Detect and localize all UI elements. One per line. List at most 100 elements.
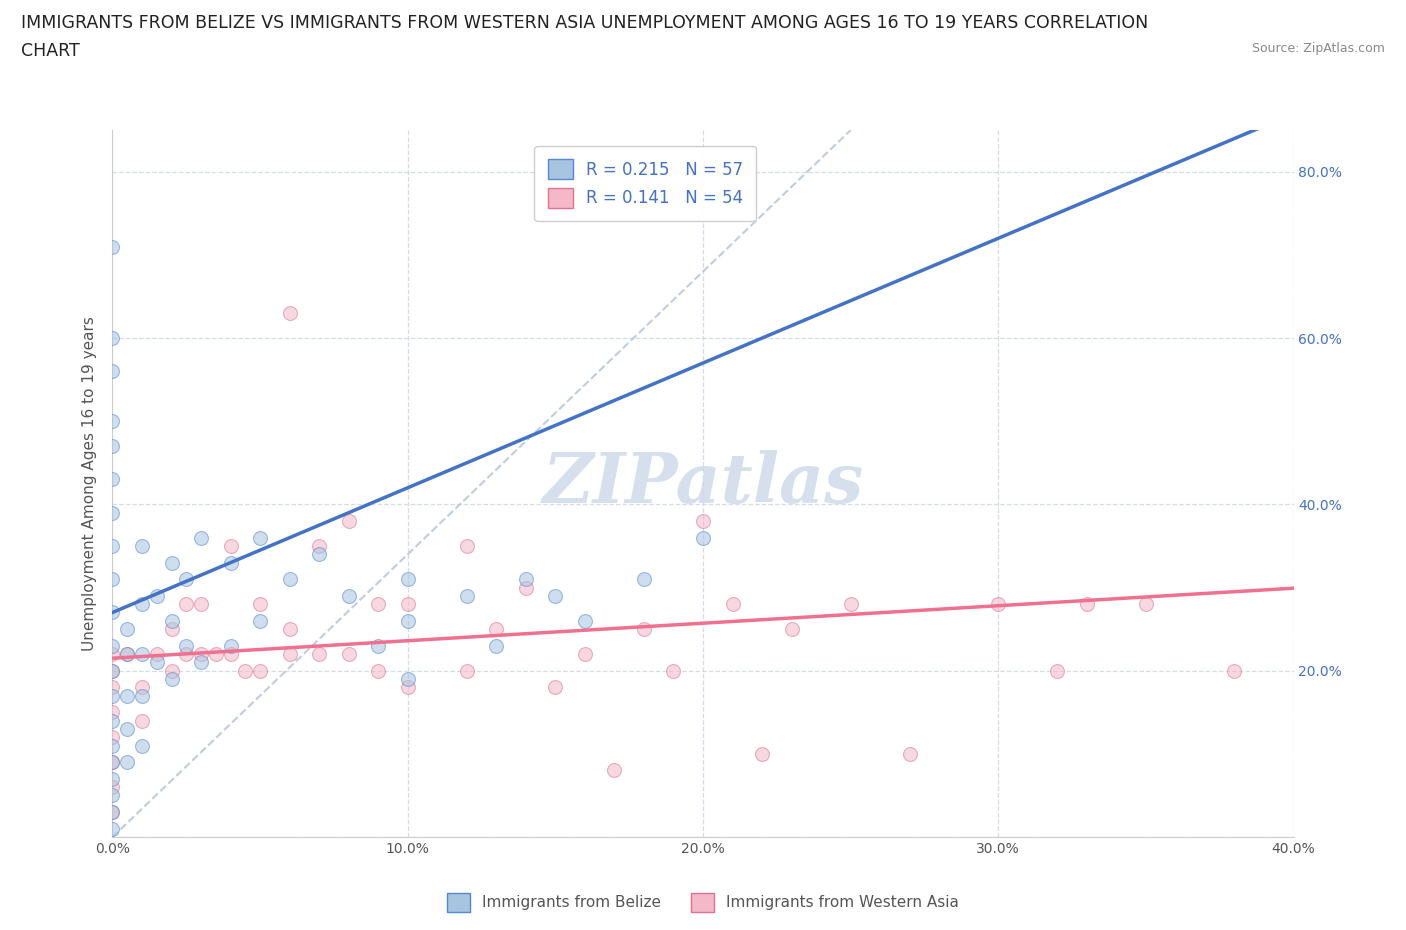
- Point: [337, 589, 360, 604]
- Point: [574, 614, 596, 629]
- Point: [1076, 597, 1098, 612]
- Point: [101, 705, 124, 720]
- Point: [131, 713, 153, 728]
- Point: [101, 680, 124, 695]
- Point: [160, 671, 183, 686]
- Point: [190, 530, 212, 545]
- Point: [780, 621, 803, 636]
- Point: [249, 614, 271, 629]
- Point: [101, 804, 124, 819]
- Point: [692, 513, 714, 528]
- Point: [515, 580, 537, 595]
- Point: [174, 638, 197, 653]
- Point: [117, 646, 138, 661]
- Point: [515, 572, 537, 587]
- Point: [101, 414, 124, 429]
- Point: [278, 621, 301, 636]
- Point: [278, 306, 301, 321]
- Point: [101, 755, 124, 770]
- Point: [117, 646, 138, 661]
- Point: [101, 364, 124, 379]
- Point: [101, 472, 124, 487]
- Point: [456, 589, 478, 604]
- Point: [146, 646, 169, 661]
- Point: [219, 638, 242, 653]
- Point: [101, 713, 124, 728]
- Point: [485, 621, 508, 636]
- Point: [337, 646, 360, 661]
- Point: [101, 331, 124, 346]
- Y-axis label: Unemployment Among Ages 16 to 19 years: Unemployment Among Ages 16 to 19 years: [82, 316, 97, 651]
- Point: [101, 239, 124, 254]
- Point: [544, 589, 567, 604]
- Point: [117, 621, 138, 636]
- Point: [1223, 663, 1246, 678]
- Text: Source: ZipAtlas.com: Source: ZipAtlas.com: [1251, 42, 1385, 55]
- Legend: Immigrants from Belize, Immigrants from Western Asia: Immigrants from Belize, Immigrants from …: [440, 887, 966, 918]
- Point: [101, 688, 124, 703]
- Point: [456, 663, 478, 678]
- Point: [101, 755, 124, 770]
- Point: [101, 538, 124, 553]
- Point: [308, 547, 330, 562]
- Point: [278, 572, 301, 587]
- Point: [633, 621, 655, 636]
- Point: [219, 538, 242, 553]
- Point: [633, 572, 655, 587]
- Point: [174, 646, 197, 661]
- Point: [101, 572, 124, 587]
- Point: [456, 538, 478, 553]
- Point: [485, 638, 508, 653]
- Point: [692, 530, 714, 545]
- Point: [101, 771, 124, 786]
- Point: [131, 680, 153, 695]
- Point: [308, 646, 330, 661]
- Point: [337, 513, 360, 528]
- Point: [898, 747, 921, 762]
- Point: [233, 663, 256, 678]
- Point: [101, 730, 124, 745]
- Point: [839, 597, 862, 612]
- Point: [367, 663, 389, 678]
- Point: [101, 638, 124, 653]
- Point: [190, 655, 212, 670]
- Point: [131, 538, 153, 553]
- Point: [131, 646, 153, 661]
- Point: [249, 530, 271, 545]
- Point: [131, 688, 153, 703]
- Text: ZIPatlas: ZIPatlas: [543, 450, 863, 517]
- Point: [1046, 663, 1069, 678]
- Point: [146, 589, 169, 604]
- Point: [101, 439, 124, 454]
- Point: [396, 671, 419, 686]
- Point: [160, 614, 183, 629]
- Text: CHART: CHART: [21, 42, 80, 60]
- Point: [396, 680, 419, 695]
- Text: IMMIGRANTS FROM BELIZE VS IMMIGRANTS FROM WESTERN ASIA UNEMPLOYMENT AMONG AGES 1: IMMIGRANTS FROM BELIZE VS IMMIGRANTS FRO…: [21, 14, 1149, 32]
- Legend: R = 0.215   N = 57, R = 0.141   N = 54: R = 0.215 N = 57, R = 0.141 N = 54: [534, 146, 756, 221]
- Point: [101, 663, 124, 678]
- Point: [101, 738, 124, 753]
- Point: [160, 555, 183, 570]
- Point: [160, 663, 183, 678]
- Point: [101, 779, 124, 794]
- Point: [396, 614, 419, 629]
- Point: [117, 755, 138, 770]
- Point: [101, 605, 124, 620]
- Point: [101, 804, 124, 819]
- Point: [396, 597, 419, 612]
- Point: [721, 597, 744, 612]
- Point: [367, 638, 389, 653]
- Point: [190, 646, 212, 661]
- Point: [101, 505, 124, 520]
- Point: [101, 646, 124, 661]
- Point: [603, 763, 626, 777]
- Point: [1135, 597, 1157, 612]
- Point: [219, 555, 242, 570]
- Point: [174, 572, 197, 587]
- Point: [987, 597, 1010, 612]
- Point: [367, 597, 389, 612]
- Point: [131, 738, 153, 753]
- Point: [662, 663, 685, 678]
- Point: [160, 621, 183, 636]
